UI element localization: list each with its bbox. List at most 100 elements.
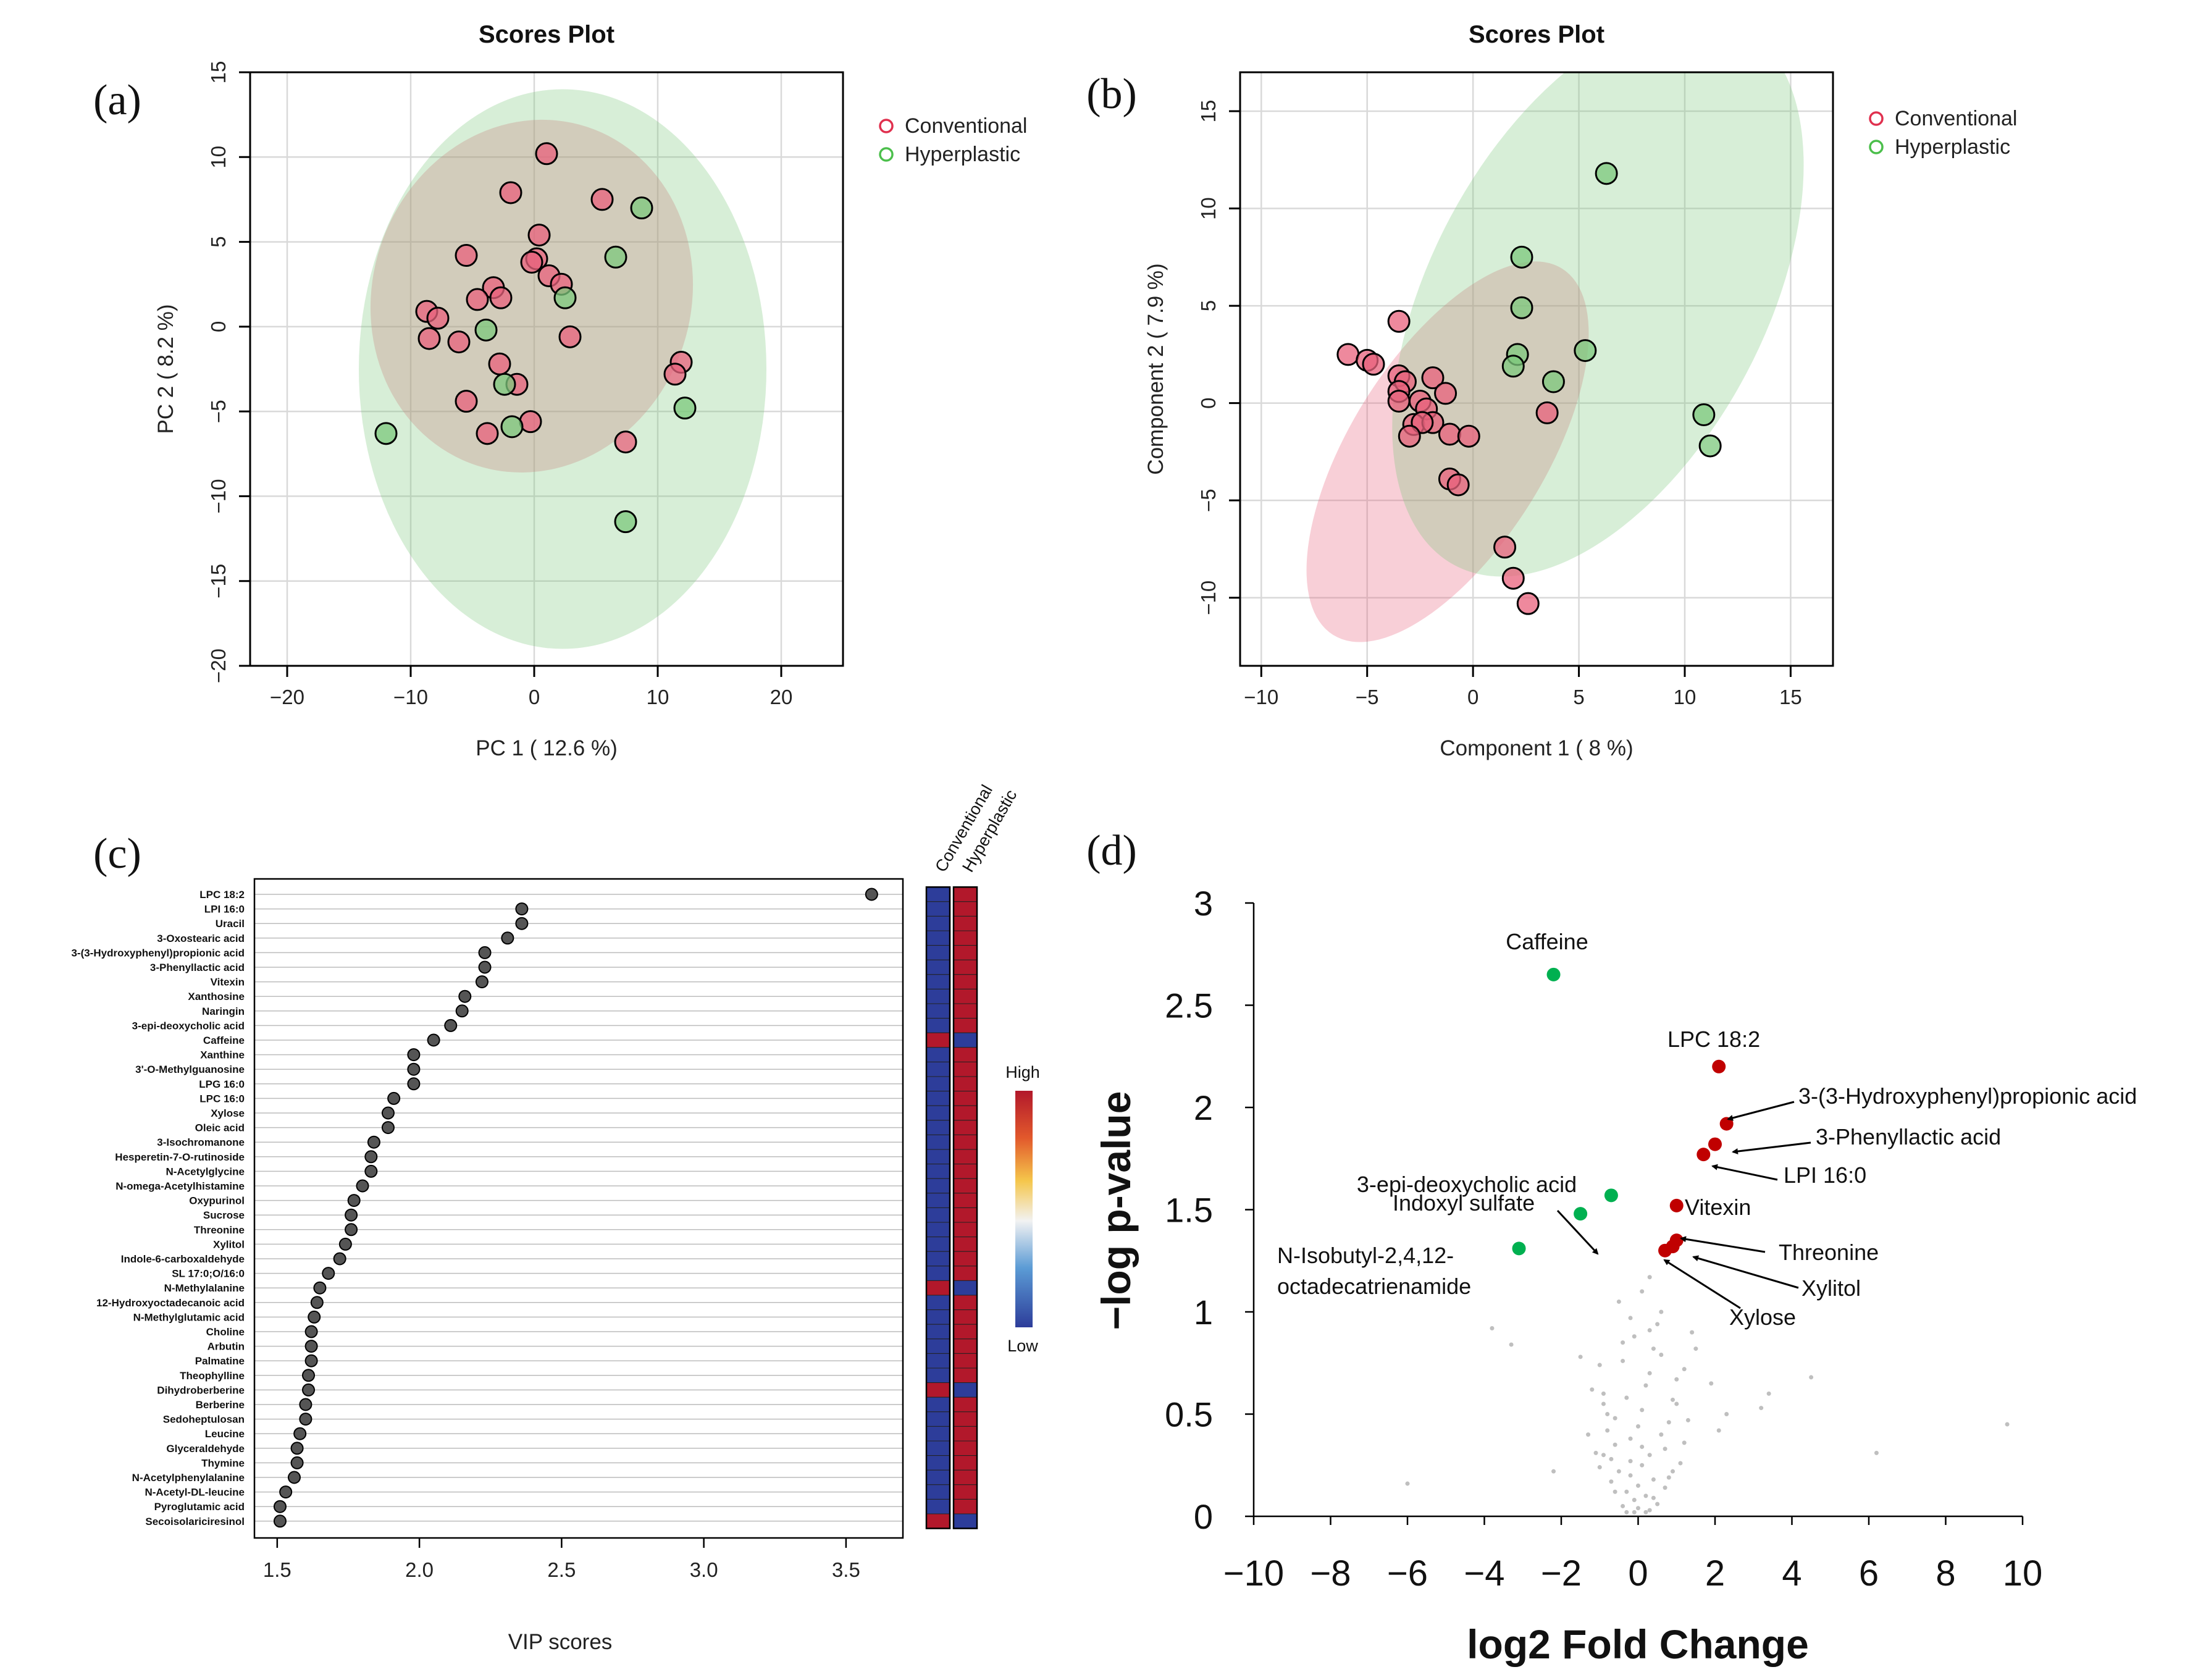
heatmap-cell: [953, 1134, 978, 1150]
ns-point: [1671, 1397, 1675, 1402]
vip-point: [356, 1179, 369, 1193]
ns-point: [1666, 1420, 1671, 1425]
legend-label-hyperplastic: Hyperplastic: [1895, 135, 2010, 159]
legend-label-hyperplastic: Hyperplastic: [905, 143, 1020, 166]
feature-label: 12-Hydroxyoctadecanoic acid: [96, 1297, 245, 1309]
vip-point: [302, 1369, 315, 1382]
vip-point: [865, 888, 878, 901]
vip-point: [290, 1456, 304, 1469]
y-tick-label: −20: [207, 649, 230, 683]
point-conventional: [1336, 343, 1360, 366]
vip-point: [299, 1398, 312, 1411]
up-arrow: [1727, 1101, 1795, 1121]
ellipse-layer: [359, 89, 766, 649]
ns-point: [1655, 1502, 1660, 1506]
vip-point: [381, 1121, 395, 1135]
ns-point: [1643, 1383, 1648, 1388]
heatmap-cell: [926, 1164, 950, 1179]
heatmap-cell: [953, 1382, 978, 1398]
feature-label: Arbutin: [208, 1341, 245, 1353]
heatmap-cell: [953, 1003, 978, 1019]
volcano-plot: −10 −8 −6 −4 −2 0 2 4 6 8 10 0 0.5 1 1.5 2 2.5 3 log2 Fold…: [1093, 884, 2137, 1667]
ns-point: [1647, 1371, 1652, 1376]
chart-title: Scores Plot: [479, 21, 614, 48]
x-tick-label: −5: [1356, 686, 1379, 708]
ns-point: [1663, 1485, 1667, 1490]
point-conventional: [1362, 353, 1385, 376]
point-conventional: [466, 288, 489, 311]
ns-point: [1674, 1401, 1679, 1406]
y-tick-label: 0.5: [1165, 1395, 1213, 1434]
heatmap-cell: [953, 1338, 978, 1354]
y-tick-label: 1.5: [1165, 1191, 1213, 1230]
feature-label: Choline: [206, 1326, 245, 1338]
feature-label: LPG 16:0: [199, 1078, 245, 1090]
up-arrow: [1692, 1255, 1799, 1289]
down-point-indoxyl-sulfate: [1574, 1207, 1588, 1221]
ns-point: [1647, 1275, 1652, 1280]
ns-point: [1609, 1456, 1614, 1461]
vip-point: [478, 960, 492, 974]
vip-point: [364, 1150, 378, 1164]
x-tick-label: 10: [647, 686, 669, 708]
heatmap-cell: [926, 1411, 950, 1427]
feature-label: Secoisolariciresinol: [145, 1516, 245, 1527]
vip-point: [407, 1062, 421, 1076]
heatmap-cell: [926, 1091, 950, 1106]
point-conventional: [1421, 366, 1445, 390]
ns-point: [1605, 1428, 1610, 1433]
vip-point: [287, 1471, 301, 1484]
ns-point: [1685, 1418, 1690, 1422]
heatmap-cell: [953, 1266, 978, 1281]
ns-point: [1693, 1346, 1698, 1351]
ns-point: [1605, 1412, 1610, 1416]
feature-label: N-omega-Acetylhistamine: [115, 1180, 245, 1192]
heatmap-cell: [926, 1469, 950, 1485]
heatmap-cell: [926, 915, 950, 931]
point-conventional: [1446, 473, 1470, 497]
heatmap-cell: [953, 1120, 978, 1135]
x-tick-label: −10: [1244, 686, 1278, 708]
ns-point: [1682, 1440, 1687, 1445]
down-point-n-isobutyl-2-4-12-octadecatrienamide: [1512, 1241, 1526, 1256]
x-tick-label: −10: [393, 686, 428, 708]
ns-point: [1663, 1447, 1667, 1451]
ns-point: [1678, 1461, 1683, 1466]
point-hyperplastic: [1595, 162, 1618, 185]
ns-point: [1405, 1481, 1410, 1486]
up-arrow: [1680, 1236, 1766, 1253]
colorbar-low-label: Low: [1007, 1337, 1038, 1355]
x-tick-label: 15: [1779, 686, 1802, 708]
point-conventional: [1516, 592, 1540, 615]
ns-point: [1651, 1477, 1656, 1482]
point-conventional: [1434, 382, 1457, 405]
vip-point: [333, 1252, 346, 1266]
ns-point: [1709, 1381, 1714, 1386]
ns-point: [1624, 1510, 1629, 1514]
point-hyperplastic: [614, 510, 637, 534]
heatmap-cell: [926, 1003, 950, 1019]
up-arrow: [1732, 1141, 1811, 1155]
ns-point: [1766, 1391, 1771, 1396]
x-tick-label: 1.5: [263, 1558, 291, 1581]
point-hyperplastic: [1574, 339, 1597, 363]
x-tick-label: −4: [1464, 1553, 1504, 1594]
panel-label-d: (d): [1086, 827, 1137, 875]
heatmap-cell: [953, 1455, 978, 1471]
point-hyperplastic: [1510, 296, 1533, 319]
feature-label: Vitexin: [211, 976, 245, 988]
confidence-ellipse-hyperplastic: [359, 89, 766, 649]
ns-point: [1640, 1463, 1645, 1468]
heatmap-cell: [926, 1455, 950, 1471]
colorbar-high-label: High: [1005, 1063, 1040, 1082]
x-tick-label: 5: [1573, 686, 1584, 708]
up-label-xylitol: Xylitol: [1801, 1275, 1861, 1301]
vip-point: [345, 1208, 358, 1222]
heatmap-cell: [953, 1440, 978, 1456]
heatmap-cell: [953, 988, 978, 1004]
heatmap-cell: [953, 974, 978, 989]
vip-point: [381, 1106, 395, 1120]
vip-point: [273, 1500, 287, 1513]
ns-point: [1590, 1387, 1595, 1392]
feature-label: Xylose: [211, 1107, 245, 1119]
